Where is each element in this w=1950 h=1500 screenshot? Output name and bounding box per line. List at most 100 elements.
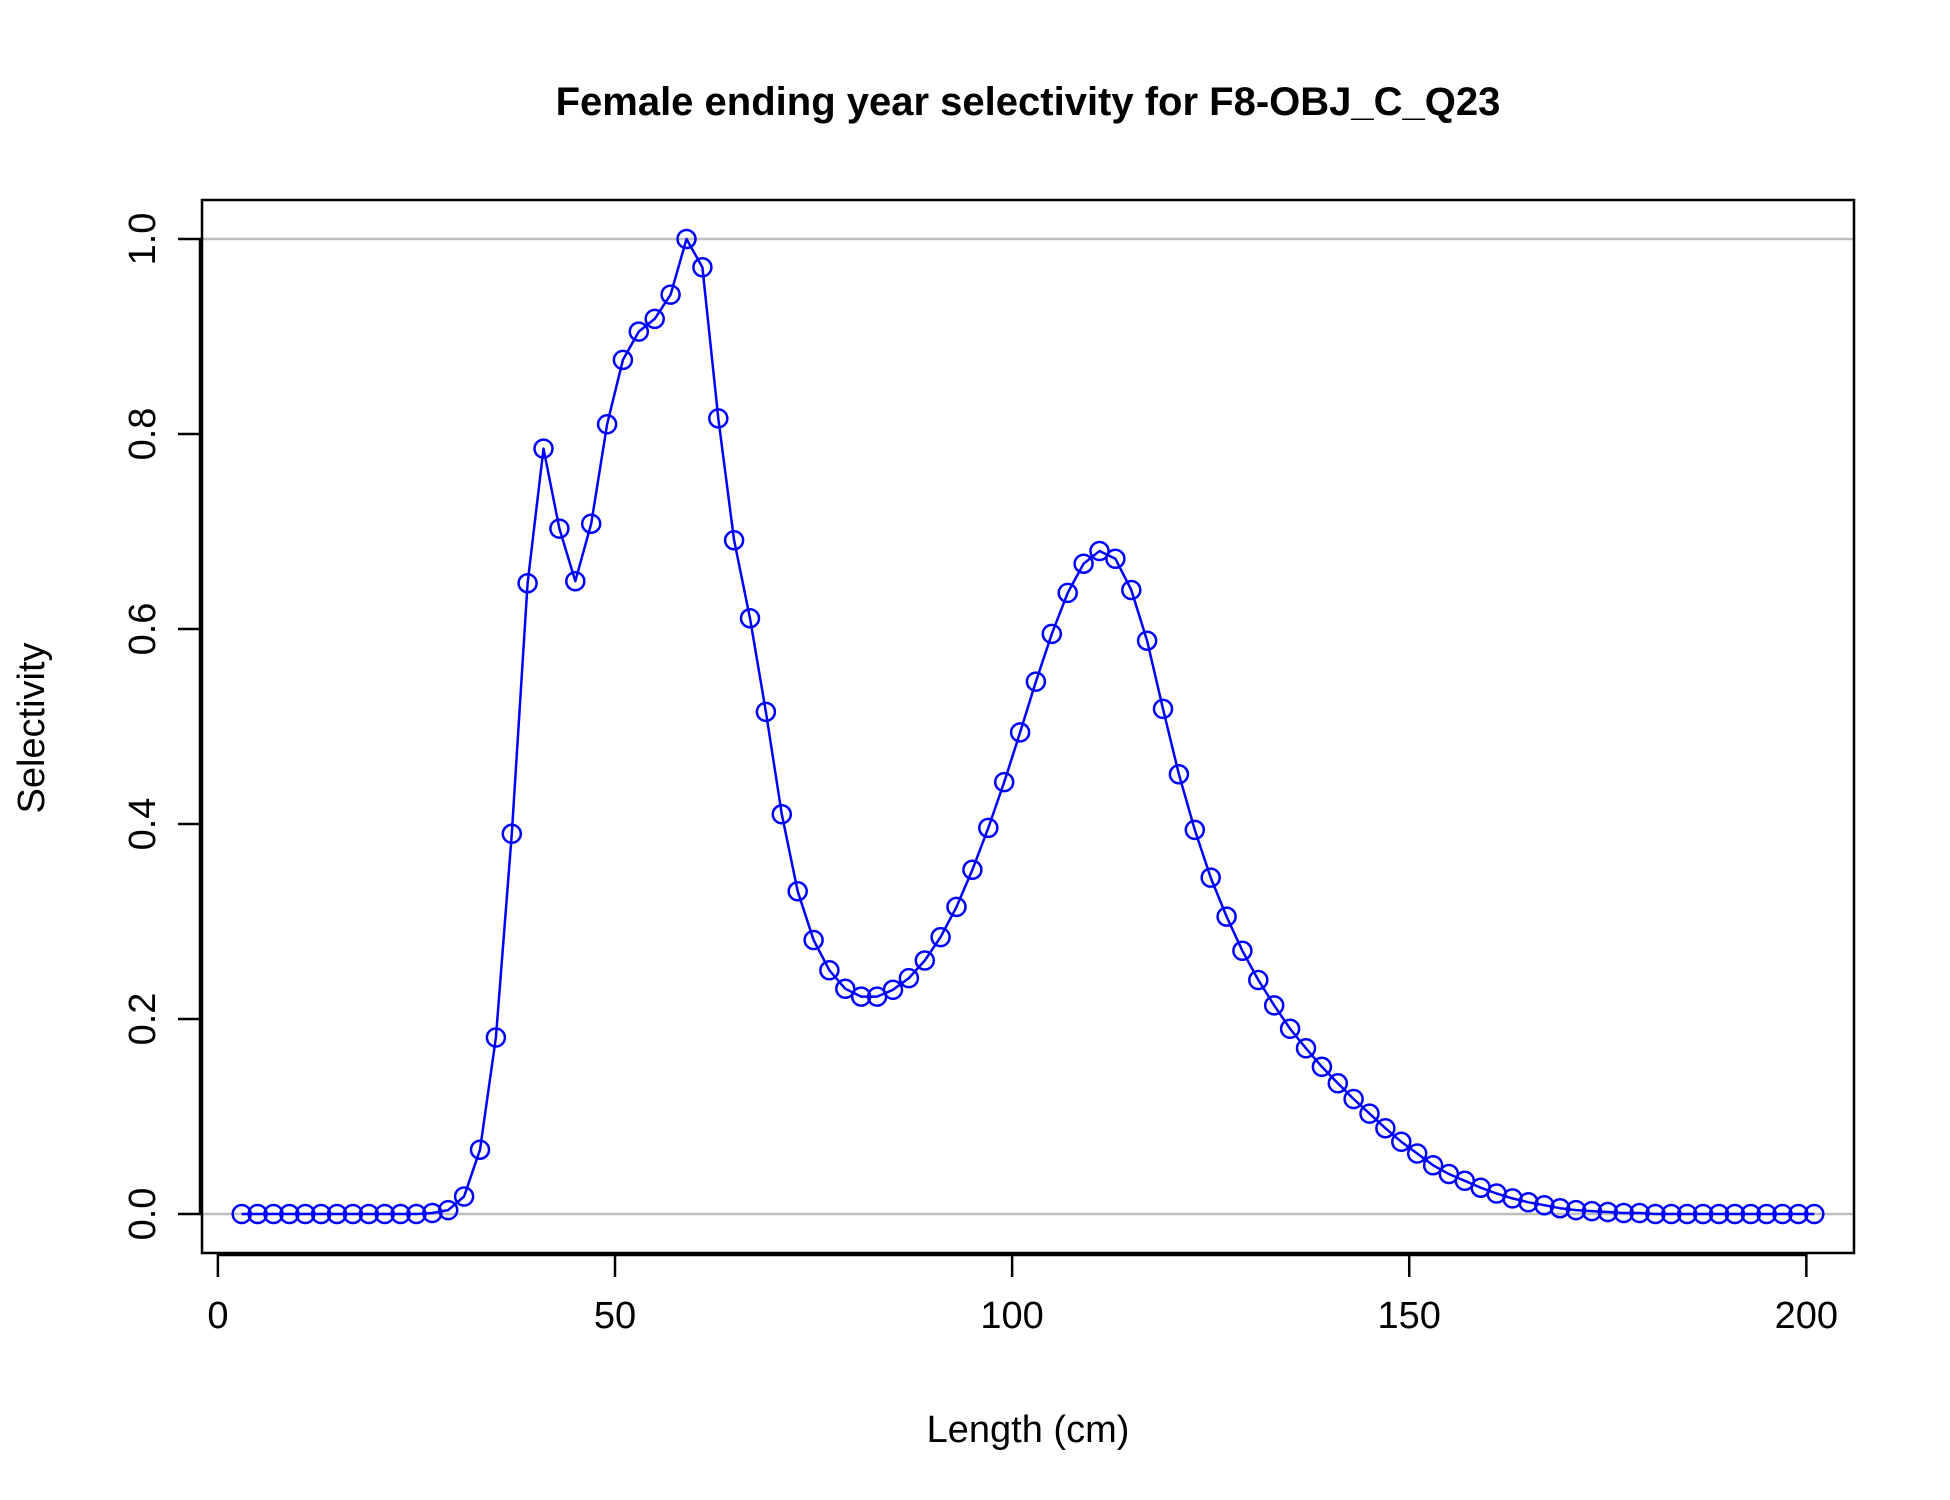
data-point — [1200, 867, 1221, 888]
x-axis-label: Length (cm) — [927, 1409, 1130, 1451]
data-point — [1248, 969, 1269, 991]
y-tick-label-5: 1.0 — [122, 213, 164, 266]
data-point — [1740, 1203, 1762, 1225]
data-point — [1009, 722, 1031, 743]
y-axis-label: Selectivity — [11, 642, 53, 813]
x-tick-label-2: 100 — [980, 1295, 1043, 1337]
y-axis: 0.0 0.2 0.4 0.6 0.8 1.0 — [122, 213, 202, 1241]
data-point — [1121, 579, 1142, 601]
data-point — [469, 1139, 491, 1160]
data-point — [993, 771, 1015, 793]
data-point — [1613, 1202, 1634, 1224]
data-point — [596, 414, 618, 435]
y-tick-label-4: 0.8 — [122, 408, 164, 461]
data-point — [787, 881, 808, 902]
data-point — [1422, 1155, 1444, 1176]
x-tick-label-1: 50 — [594, 1295, 636, 1337]
data-point — [310, 1203, 332, 1225]
chart-title: Female ending year selectivity for F8-OB… — [556, 80, 1501, 124]
data-point — [644, 308, 665, 330]
data-point — [1311, 1056, 1333, 1078]
data-point — [1041, 623, 1063, 645]
data-point — [358, 1203, 380, 1225]
data-point — [1391, 1131, 1412, 1153]
data-point — [533, 438, 554, 459]
data-point — [676, 228, 697, 250]
series-layer — [231, 228, 1825, 1225]
data-point — [1184, 819, 1206, 841]
data-point — [1089, 540, 1110, 562]
x-tick-label-4: 200 — [1775, 1295, 1838, 1337]
x-tick-label-0: 0 — [207, 1295, 228, 1337]
data-point — [914, 950, 936, 971]
data-point — [1788, 1203, 1809, 1225]
data-point — [755, 701, 777, 723]
data-point — [501, 823, 523, 845]
data-point — [1025, 671, 1047, 692]
data-point — [962, 859, 983, 881]
data-point — [1406, 1143, 1428, 1164]
data-point — [1375, 1117, 1396, 1139]
data-point — [803, 929, 824, 951]
data-point — [1645, 1203, 1666, 1225]
data-point — [835, 978, 856, 1000]
data-point — [326, 1203, 348, 1225]
data-point — [1359, 1103, 1380, 1124]
data-point — [390, 1203, 411, 1225]
data-point — [898, 967, 920, 989]
data-point — [1327, 1073, 1349, 1094]
data-point — [1756, 1203, 1777, 1225]
data-point — [565, 570, 586, 592]
data-point — [279, 1203, 300, 1225]
data-point — [660, 284, 681, 305]
data-point — [1629, 1202, 1650, 1224]
data-point — [374, 1203, 395, 1225]
data-point — [1232, 940, 1253, 962]
data-point — [930, 926, 951, 948]
data-point — [1549, 1197, 1571, 1219]
data-point — [1804, 1203, 1825, 1225]
y-tick-label-1: 0.2 — [122, 993, 164, 1046]
data-point — [1772, 1203, 1793, 1225]
data-point — [978, 817, 999, 839]
data-point — [1518, 1192, 1539, 1213]
data-point — [819, 960, 840, 981]
data-point — [549, 518, 570, 539]
data-point — [517, 572, 538, 594]
data-point — [882, 979, 904, 1001]
data-point — [406, 1203, 427, 1225]
data-point — [437, 1199, 459, 1221]
y-tick-label-3: 0.6 — [122, 603, 164, 656]
data-point — [708, 408, 729, 429]
data-point — [1105, 548, 1126, 570]
data-point — [771, 804, 793, 825]
data-point — [1216, 906, 1237, 927]
data-point — [1073, 553, 1094, 574]
data-point — [1279, 1018, 1301, 1040]
data-point — [1057, 582, 1078, 604]
data-point — [739, 608, 761, 629]
data-point — [231, 1203, 252, 1225]
data-point — [1597, 1201, 1619, 1223]
data-point — [1692, 1203, 1714, 1225]
x-tick-label-3: 150 — [1378, 1295, 1441, 1337]
data-point — [1581, 1200, 1603, 1222]
data-point — [1136, 630, 1158, 651]
data-point — [1295, 1038, 1317, 1059]
data-point — [1565, 1199, 1587, 1221]
data-point — [692, 257, 713, 278]
x-axis: 0 50 100 150 200 — [207, 1253, 1838, 1337]
data-point — [1676, 1203, 1698, 1225]
data-point — [1708, 1203, 1730, 1225]
data-point — [946, 896, 967, 918]
data-point — [342, 1203, 364, 1225]
data-point — [850, 986, 872, 1007]
data-point — [1343, 1088, 1364, 1110]
data-point — [1724, 1203, 1746, 1225]
data-point — [422, 1202, 443, 1224]
reference-lines — [202, 237, 1854, 1216]
data-point — [1534, 1194, 1555, 1216]
y-tick-label-0: 0.0 — [122, 1188, 164, 1241]
plot-frame — [200, 198, 1856, 1255]
